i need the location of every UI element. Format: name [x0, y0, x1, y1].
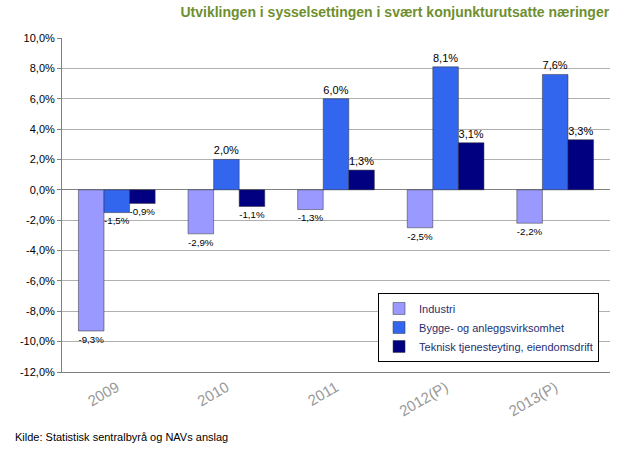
svg-text:Industri: Industri	[419, 303, 455, 315]
svg-text:Teknisk tjenesteyting, eiendom: Teknisk tjenesteyting, eiendomsdrift	[419, 341, 593, 353]
svg-text:-2,5%: -2,5%	[407, 231, 433, 242]
svg-text:-4,0%: -4,0%	[26, 244, 55, 256]
svg-text:Utviklingen i sysselsettingen: Utviklingen i sysselsettingen i svært ko…	[181, 4, 610, 20]
svg-text:2,0%: 2,0%	[214, 144, 239, 156]
svg-text:1,3%: 1,3%	[349, 155, 374, 167]
svg-text:7,6%: 7,6%	[543, 59, 568, 71]
svg-text:6,0%: 6,0%	[30, 93, 55, 105]
svg-text:Kilde: Statistisk sentralbyrå: Kilde: Statistisk sentralbyrå og NAVs an…	[15, 431, 228, 443]
svg-text:-1,3%: -1,3%	[298, 212, 324, 223]
svg-text:2010: 2010	[194, 378, 231, 409]
svg-text:8,0%: 8,0%	[30, 62, 55, 74]
svg-text:-1,1%: -1,1%	[239, 209, 265, 220]
svg-text:-6,0%: -6,0%	[26, 275, 55, 287]
svg-text:0,0%: 0,0%	[30, 184, 55, 196]
svg-text:6,0%: 6,0%	[323, 84, 348, 96]
svg-text:3,3%: 3,3%	[568, 125, 593, 137]
svg-text:3,1%: 3,1%	[459, 128, 484, 140]
svg-text:-0,9%: -0,9%	[130, 206, 156, 217]
svg-text:-9,3%: -9,3%	[78, 334, 104, 345]
svg-text:Bygge- og anleggsvirksomhet: Bygge- og anleggsvirksomhet	[419, 322, 564, 334]
svg-text:-1,5%: -1,5%	[104, 215, 130, 226]
svg-text:4,0%: 4,0%	[30, 123, 55, 135]
svg-text:2,0%: 2,0%	[30, 153, 55, 165]
svg-text:-2,2%: -2,2%	[517, 226, 543, 237]
svg-text:-2,0%: -2,0%	[26, 214, 55, 226]
svg-text:-2,9%: -2,9%	[188, 237, 214, 248]
svg-text:-8,0%: -8,0%	[26, 305, 55, 317]
svg-text:10,0%: 10,0%	[24, 32, 55, 44]
svg-text:2009: 2009	[85, 378, 122, 409]
svg-text:-10,0%: -10,0%	[20, 335, 55, 347]
svg-text:2013(P): 2013(P)	[506, 378, 561, 419]
svg-text:8,1%: 8,1%	[433, 52, 458, 64]
svg-text:-12,0%: -12,0%	[20, 366, 55, 378]
svg-text:2011: 2011	[305, 378, 341, 409]
svg-text:2012(P): 2012(P)	[396, 378, 451, 419]
